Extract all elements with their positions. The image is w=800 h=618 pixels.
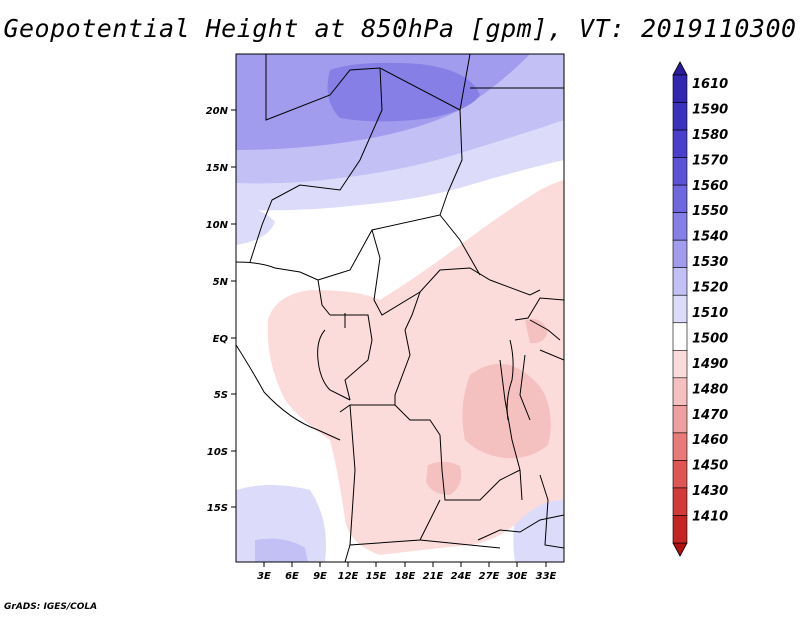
lon-label-12E: 12E (338, 571, 359, 582)
lat-tick-labels: 20N 15N 10N 5N EQ 5S 10S 15S (206, 106, 229, 514)
colorbar-segment (672, 405, 688, 434)
colorbar-label: 1490 (692, 357, 728, 372)
colorbar-segment (672, 487, 688, 516)
colorbar-label: 1520 (692, 281, 728, 296)
colorbar-label: 1560 (692, 179, 728, 194)
colorbar-segment (672, 102, 688, 131)
colorbar-segment (672, 184, 688, 213)
colorbar-label: 1500 (692, 331, 728, 346)
colorbar-segment (672, 349, 688, 379)
colorbar-label: 1550 (692, 204, 728, 219)
colorbar-segment (672, 294, 688, 324)
colorbar-label: 1510 (692, 306, 728, 321)
colorbar-label: 1570 (692, 153, 728, 168)
lon-label-21E: 21E (423, 571, 444, 582)
colorbar: 1610 1590 1580 1570 1560 1550 1540 1530 1520 1510… (672, 61, 728, 557)
lon-label-3E: 3E (257, 571, 271, 582)
lat-label-5S: 5S (214, 390, 228, 401)
colorbar-label: 1530 (692, 255, 728, 270)
colorbar-segment (672, 432, 688, 461)
colorbar-top-arrow (672, 61, 688, 76)
colorbar-label: 1610 (692, 77, 728, 92)
colorbar-label: 1590 (692, 102, 728, 117)
colorbar-segment (672, 212, 688, 241)
lat-label-15S: 15S (207, 503, 228, 514)
contour-fill (236, 54, 564, 562)
lon-label-30E: 30E (507, 571, 528, 582)
colorbar-label: 1410 (692, 510, 728, 525)
colorbar-label: 1450 (692, 459, 728, 474)
colorbar-label: 1470 (692, 408, 728, 423)
lon-label-33E: 33E (536, 571, 557, 582)
colorbar-segment (672, 74, 688, 103)
colorbar-label: 1430 (692, 484, 728, 499)
colorbar-label: 1580 (692, 128, 728, 143)
colorbar-segment (672, 267, 688, 296)
map-title: Geopotential Height at 850hPa [gpm], VT:… (3, 14, 797, 43)
colorbar-label: 1540 (692, 230, 728, 245)
colorbar-segment (672, 157, 688, 186)
colorbar-segment (672, 322, 688, 351)
lon-label-18E: 18E (395, 571, 416, 582)
lon-label-27E: 27E (479, 571, 500, 582)
lat-label-EQ: EQ (213, 334, 229, 345)
lat-label-10N: 10N (206, 220, 229, 231)
lon-ticks (263, 562, 547, 567)
lat-label-10S: 10S (207, 447, 228, 458)
lat-label-15N: 15N (206, 163, 229, 174)
lon-label-6E: 6E (285, 571, 299, 582)
colorbar-segment (672, 129, 688, 158)
colorbar-segment (672, 460, 688, 489)
lat-label-20N: 20N (206, 106, 229, 117)
lat-label-5N: 5N (213, 277, 229, 288)
lat-ticks (231, 109, 236, 508)
lon-tick-labels: 3E 6E 9E 12E 15E 18E 21E 24E 27E 30E 33E (257, 571, 556, 582)
footer-credit: GrADS: IGES/COLA (4, 602, 98, 612)
country-borders (236, 54, 564, 562)
colorbar-bottom-arrow (672, 542, 688, 557)
colorbar-segment (672, 239, 688, 269)
lon-label-24E: 24E (451, 571, 472, 582)
colorbar-segment (672, 377, 688, 406)
map-frame (235, 53, 565, 563)
colorbar-label: 1480 (692, 382, 728, 397)
lon-label-9E: 9E (313, 571, 327, 582)
lon-label-15E: 15E (366, 571, 387, 582)
colorbar-segment (672, 515, 688, 544)
colorbar-label: 1460 (692, 433, 728, 448)
